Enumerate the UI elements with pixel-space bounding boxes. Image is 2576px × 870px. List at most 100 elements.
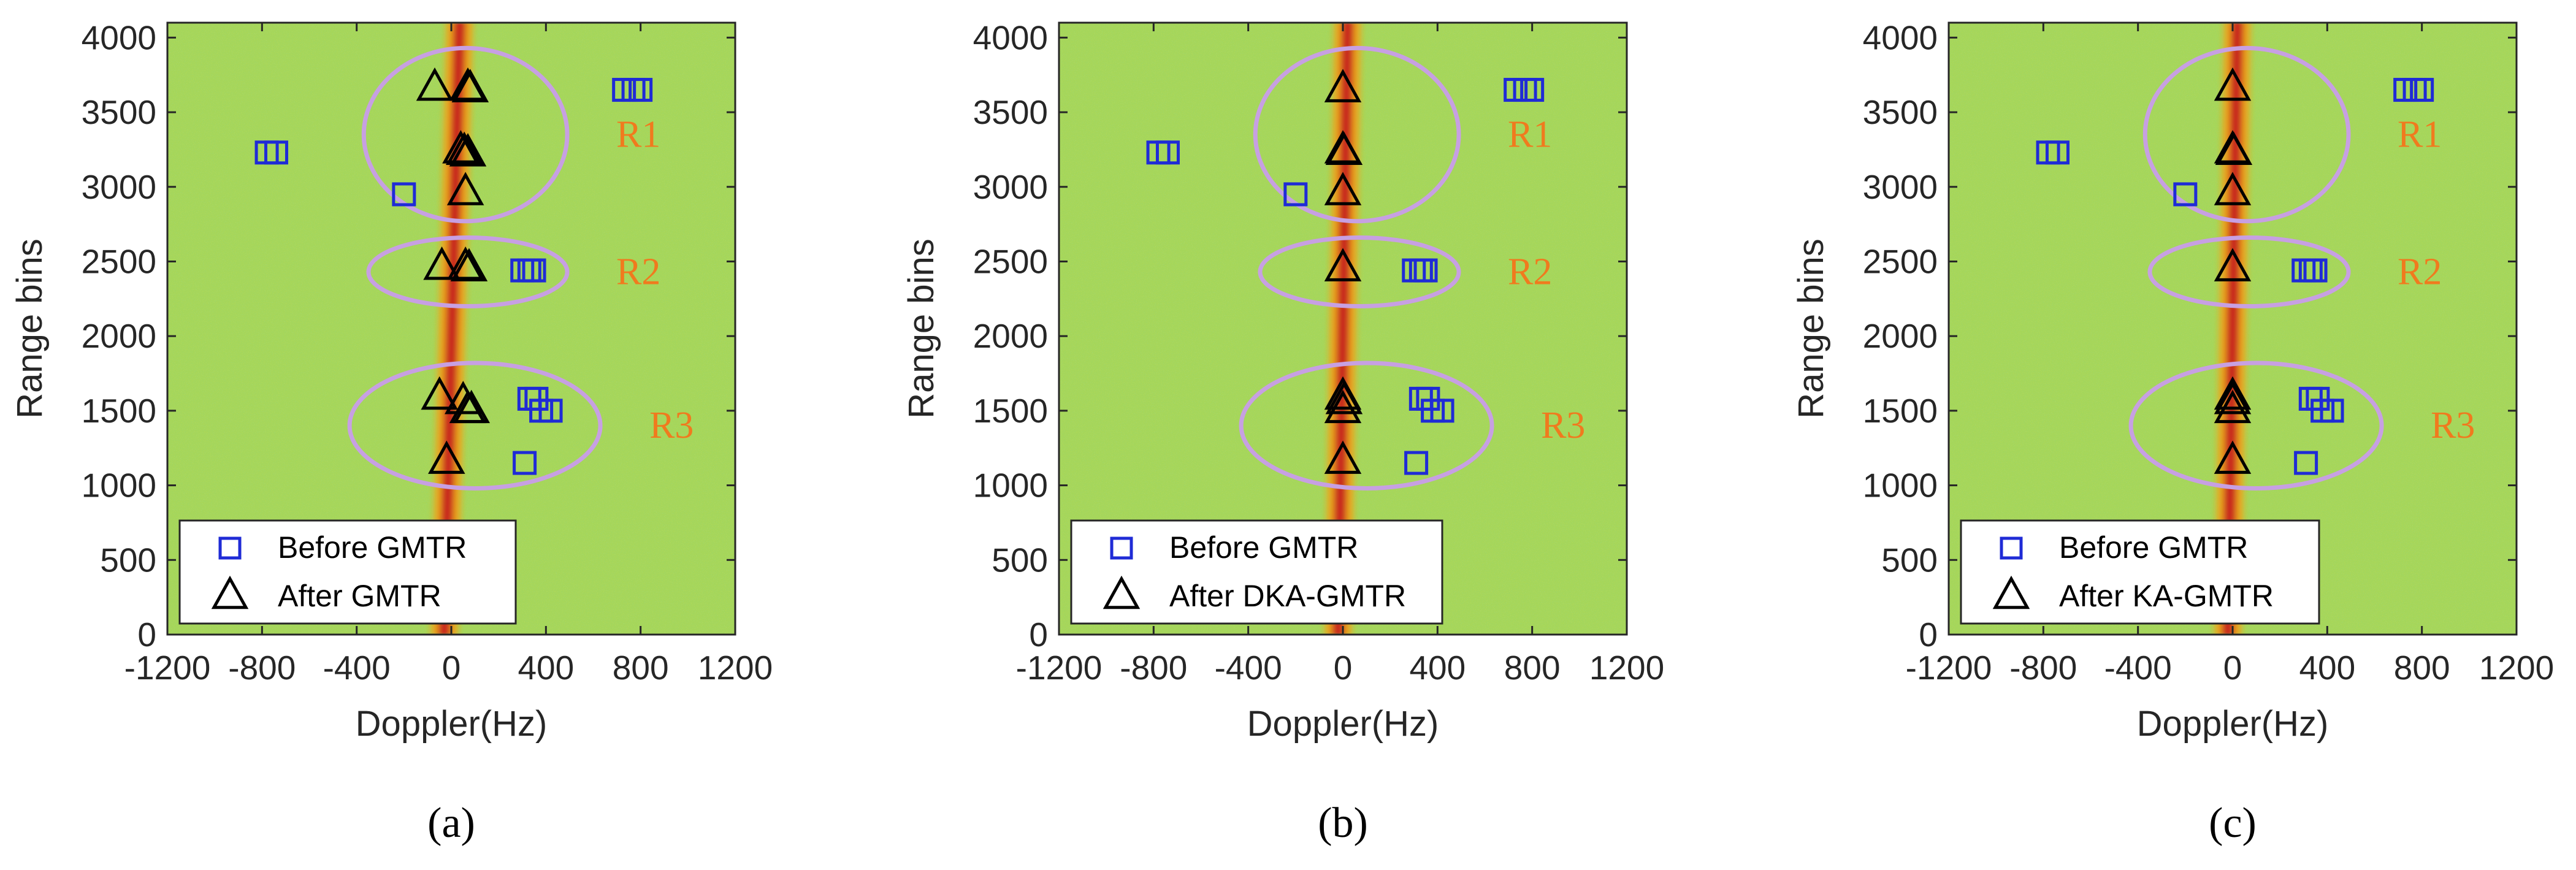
y-tick-label: 1000 [82,467,156,505]
before-marker [538,399,563,423]
after-marker [2214,389,2252,424]
y-tick-label: 3000 [973,168,1048,206]
after-marker [446,172,484,205]
clutter-core-2 [2222,23,2244,635]
y-tick-label: 0 [1029,616,1048,654]
x-tick-label: -400 [2104,649,2172,687]
after-marker [416,67,454,101]
legend-after-label: After DKA-GMTR [1169,579,1406,613]
y-tick-label: 4000 [1863,18,1938,56]
legend-triangle-marker [1992,575,2030,609]
y-tick-label: 1500 [82,392,156,430]
region-ellipse-r3 [2128,361,2384,490]
caption-1: (b) [1318,799,1368,847]
y-tick-label: 500 [1881,541,1938,579]
region-ellipse-r1 [1253,45,1461,224]
after-marker [2214,67,2252,101]
y-tick-label: 3000 [1863,168,1938,206]
region-label-r1: R1 [2398,114,2442,156]
after-marker [2214,248,2252,281]
region-label-r3: R3 [1541,405,1585,446]
x-tick-label: 0 [1334,649,1353,687]
chart-1: R1 R2 R3 -1200 -800 -400 0 400 800 1200 0 500 1000 15… [901,18,1664,847]
before-marker [392,182,416,207]
after-marker [451,69,489,102]
x-tick-label: 800 [613,649,669,687]
x-axis-label-0: Doppler(Hz) [356,704,548,744]
region-label-r2: R2 [616,251,660,293]
x-tick-label: -1200 [1906,649,1992,687]
y-tick-label: 1500 [973,392,1048,430]
after-marker [1325,381,1363,414]
before-marker [2045,140,2070,165]
clutter-core-0 [438,23,466,635]
after-marker [450,248,488,281]
legend-2: Before GMTR After KA-GMTR [1960,519,2320,625]
x-axis-label-2: Doppler(Hz) [2137,704,2329,744]
y-tick-label: 500 [992,541,1048,579]
after-marker [453,389,491,424]
before-marker [2320,399,2344,423]
after-marker [1324,248,1362,281]
before-marker [1520,78,1545,102]
legend-square-marker [218,536,242,560]
before-marker [1404,451,1429,475]
legend-0: Before GMTR After GMTR [178,519,517,625]
y-tick-label: 0 [1919,616,1938,654]
y-tick-label: 4000 [973,18,1048,56]
plot-background-0 [167,23,735,635]
before-marker [264,140,288,165]
y-tick-label: 3500 [82,93,156,131]
legend-box [1070,519,1443,625]
y-axis-label-2: Range bins [1791,238,1831,418]
clutter-ridge-0 [430,23,473,635]
y-tick-label: 3500 [973,93,1048,131]
y-tick-label: 500 [100,541,156,579]
caption-0: (a) [427,799,475,847]
clutter-ridge-2 [2214,23,2251,635]
x-axis-label-1: Doppler(Hz) [1247,704,1439,744]
after-marker [449,133,487,167]
before-marker [513,451,537,475]
x-tick-label: -800 [1120,649,1187,687]
legend-after-label: After KA-GMTR [2059,579,2274,613]
region-label-r2: R2 [2398,251,2442,293]
after-marker [1324,440,1362,474]
x-tick-label: 800 [1504,649,1561,687]
after-marker [2214,440,2252,474]
x-tick-label: 400 [1409,649,1466,687]
x-tick-label: 1200 [1589,649,1664,687]
before-marker [2410,78,2434,102]
after-marker [2214,381,2252,414]
before-marker [1413,258,1438,283]
after-marker [423,246,461,280]
y-axis-label-0: Range bins [10,238,50,418]
x-tick-label: 400 [2299,649,2355,687]
after-marker [1324,172,1362,205]
x-tick-label: -1200 [1016,649,1103,687]
y-tick-label: 1000 [1863,467,1938,505]
before-marker [1283,182,1308,207]
legend-triangle-marker [211,575,249,609]
y-axis-label-1: Range bins [901,238,941,418]
x-tick-label: -800 [228,649,296,687]
y-tick-label: 3000 [82,168,156,206]
region-ellipse-r1 [2142,45,2351,224]
before-marker [2173,182,2198,207]
before-marker [2294,451,2318,475]
region-ellipse-r3 [1239,361,1494,490]
x-tick-label: -1200 [124,649,211,687]
y-tick-label: 1000 [973,467,1048,505]
region-ellipse-r3 [347,361,603,490]
region-ellipse-r2 [366,235,570,308]
chart-0: R1 R2 R3 -1200 -800 -400 0 400 800 1200 0 500 1000 15… [10,18,773,847]
after-marker [1325,131,1363,166]
clutter-core-1 [1332,23,1354,635]
after-marker [2214,172,2252,205]
after-marker [428,440,465,474]
before-marker [629,78,653,102]
x-tick-label: -800 [2009,649,2077,687]
y-tick-label: 2500 [1863,242,1938,280]
y-tick-label: 2000 [973,317,1048,355]
after-marker [2215,131,2253,166]
